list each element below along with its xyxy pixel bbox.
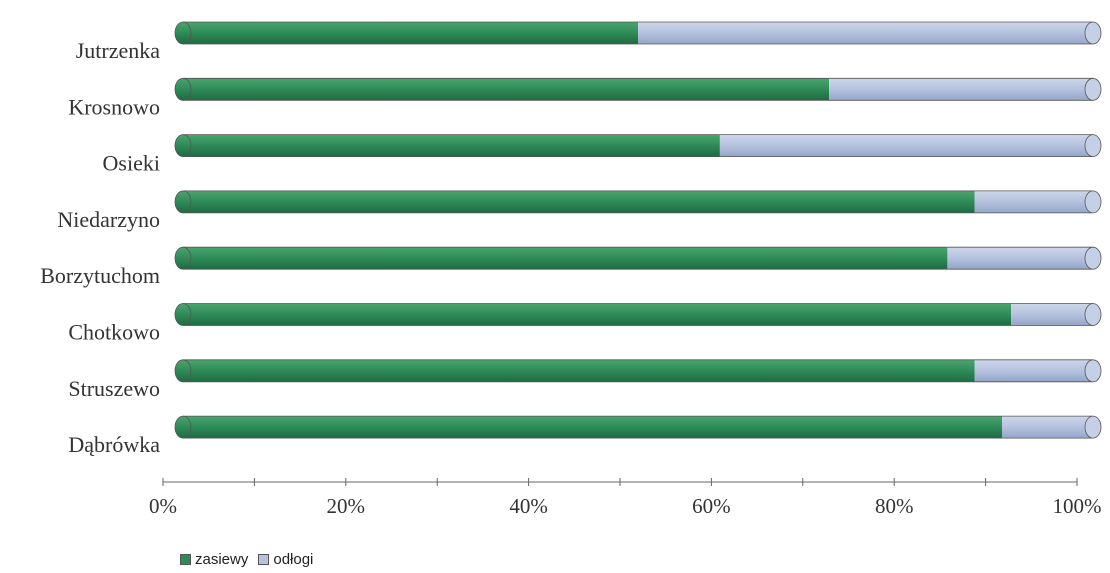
legend-item-zasiewy: zasiewy — [180, 551, 248, 568]
bar-outline-jutrzenka — [183, 21, 1093, 45]
category-label-borzytuchom: Borzytuchom — [40, 263, 160, 288]
x-tick-label: 40% — [509, 494, 548, 518]
bar-odlogi-niedarzyno — [974, 190, 1093, 213]
bar-left-cap-dabrowka — [174, 415, 192, 439]
legend-swatch-odlogi — [258, 554, 270, 565]
x-tick-label: 60% — [692, 494, 731, 518]
bar-zasiewy-dabrowka — [183, 416, 1002, 439]
legend: zasiewy odłogi — [180, 551, 323, 568]
legend-item-odlogi: odłogi — [258, 551, 313, 568]
bar-zasiewy-borzytuchom — [183, 247, 948, 270]
bar-right-cap-krosnowo — [1084, 77, 1102, 101]
bar-left-cap-jutrzenka — [174, 21, 192, 45]
category-label-jutrzenka: Jutrzenka — [76, 38, 161, 63]
chart: Jutrzenka Krosnowo Osieki Niedarzyno Borzytu… — [40, 21, 1102, 518]
bar-left-cap-osieki — [174, 134, 192, 158]
bar-odlogi-jutrzenka — [638, 22, 1093, 44]
bar-left-cap-borzytuchom — [174, 246, 192, 270]
bar-outline-struszewo — [183, 359, 1093, 383]
bar-outline-osieki — [183, 134, 1093, 157]
legend-label-zasiewy: zasiewy — [195, 551, 249, 568]
bar-right-cap-osieki — [1084, 134, 1102, 158]
bar-zasiewy-struszewo — [183, 359, 975, 382]
bar-left-cap-krosnowo — [174, 77, 192, 101]
bar-right-cap-chotkowo — [1084, 303, 1102, 326]
bar-zasiewy-chotkowo — [183, 303, 1012, 326]
bar-outline-krosnowo — [183, 77, 1093, 101]
bar-right-cap-niedarzyno — [1084, 190, 1102, 214]
bars-layer — [174, 21, 1102, 439]
bar-zasiewy-osieki — [183, 134, 720, 157]
x-tick-label: 100% — [1053, 494, 1102, 518]
category-label-struszewo: Struszewo — [68, 376, 160, 401]
bar-left-cap-chotkowo — [174, 303, 192, 326]
bar-right-cap-borzytuchom — [1084, 246, 1102, 270]
bar-odlogi-borzytuchom — [947, 247, 1093, 270]
category-label-chotkowo: Chotkowo — [68, 320, 160, 345]
bar-outline-niedarzyno — [183, 190, 1093, 214]
bar-zasiewy-niedarzyno — [183, 190, 975, 213]
bar-left-cap-niedarzyno — [174, 190, 192, 214]
x-axis: 0% 20% 40% 60% 80% 100% — [149, 478, 1102, 518]
category-labels: Jutrzenka Krosnowo Osieki Niedarzyno Borzytu… — [40, 38, 160, 457]
bar-right-cap-dabrowka — [1084, 415, 1102, 439]
bar-zasiewy-jutrzenka — [183, 22, 638, 44]
bar-outline-chotkowo — [183, 303, 1093, 326]
bar-left-cap-struszewo — [174, 359, 192, 383]
bar-right-cap-struszewo — [1084, 359, 1102, 383]
bar-odlogi-dabrowka — [1002, 416, 1093, 439]
category-label-niedarzyno: Niedarzyno — [57, 207, 160, 232]
legend-swatch-zasiewy — [180, 554, 191, 565]
category-label-krosnowo: Krosnowo — [68, 94, 160, 119]
bar-odlogi-chotkowo — [1011, 303, 1093, 326]
bar-odlogi-osieki — [719, 134, 1093, 157]
x-tick-label: 80% — [875, 494, 914, 518]
x-tick-label: 0% — [149, 494, 177, 518]
bar-zasiewy-krosnowo — [183, 78, 830, 101]
bar-odlogi-struszewo — [974, 359, 1093, 382]
bar-outline-borzytuchom — [183, 246, 1093, 270]
bar-outline-dabrowka — [183, 415, 1093, 439]
legend-label-odlogi: odłogi — [273, 551, 314, 568]
x-tick-label: 20% — [327, 494, 366, 518]
bar-odlogi-krosnowo — [829, 78, 1093, 101]
category-label-dabrowka: Dąbrówka — [68, 432, 160, 457]
category-label-osieki: Osieki — [103, 151, 160, 176]
bar-right-cap-jutrzenka — [1084, 21, 1102, 45]
